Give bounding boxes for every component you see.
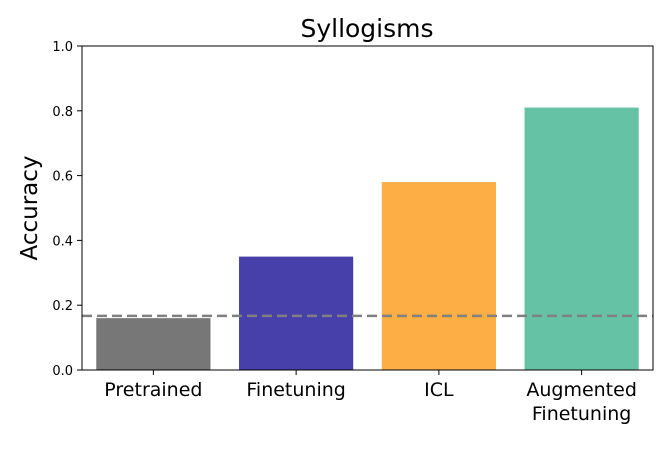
x-tick-label-3: Augmented Finetuning [526,379,637,425]
y-tick-label-2: 0.4 [52,234,73,249]
x-tick-label-line: Finetuning [532,403,631,425]
x-tick-label-line: Finetuning [246,379,345,401]
plot-frame [81,45,654,371]
x-tick-label-line: ICL [424,379,454,401]
bar-0 [96,318,211,370]
x-tick-label-line: Pretrained [104,379,202,401]
y-tick-label-4: 0.8 [52,105,73,120]
x-tick-label-1: Finetuning [246,379,345,401]
bar-3 [524,107,639,370]
y-tick-label-0: 0.0 [52,364,73,379]
y-tick-label-3: 0.6 [52,170,73,185]
x-ticks: Pretrained Finetuning ICL Augmented Finetuni… [104,370,637,425]
y-tick-label-1: 0.2 [52,299,73,314]
bars [96,107,639,370]
axes [81,45,654,371]
bar-2 [381,182,496,370]
x-tick-label-0: Pretrained [104,379,202,401]
x-tick-label-2: ICL [424,379,454,401]
bar-1 [239,256,354,370]
chart-title: Syllogisms [300,14,433,43]
y-ticks: 0.0 0.2 0.4 0.6 0.8 1.0 [52,40,82,379]
y-tick-label-5: 1.0 [52,40,73,55]
x-tick-label-line: Augmented [526,379,637,401]
y-axis-label: Accuracy [17,155,43,260]
